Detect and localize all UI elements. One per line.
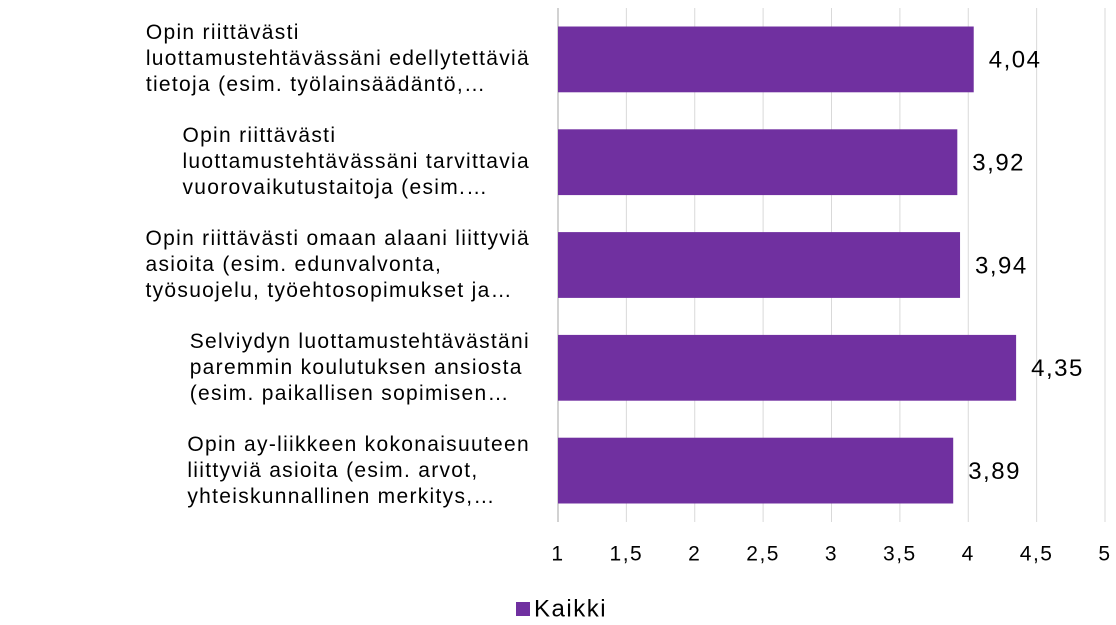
y-tick-label: Opin riittävästi omaan alaani liittyviä …: [145, 227, 530, 302]
y-tick-label: Opin ay-liikkeen kokonaisuuteen liittyvi…: [187, 432, 530, 508]
data-label: 3,89: [968, 458, 1021, 485]
y-tick-label: Selviydyn luottamustehtävästäni paremmin…: [189, 329, 530, 405]
bar: [558, 437, 954, 504]
x-tick-label: 2,5: [746, 543, 780, 566]
data-label: 3,94: [975, 252, 1028, 279]
x-tick-label: 5: [1098, 543, 1111, 566]
bar: [558, 129, 958, 196]
bar: [558, 232, 961, 298]
y-tick-label: Opin riittävästi luottamustehtävässäni t…: [182, 124, 530, 200]
x-tick-label: 4,5: [1020, 543, 1054, 566]
x-tick-label: 2: [688, 543, 701, 566]
bar: [558, 26, 974, 93]
data-label: 4,04: [989, 47, 1042, 74]
bar: [558, 334, 1017, 401]
x-tick-label: 3,5: [883, 543, 917, 566]
data-label: 3,92: [972, 150, 1025, 177]
y-tick-label: Opin riittävästi luottamustehtävässäni e…: [145, 21, 530, 97]
x-tick-label: 1: [551, 543, 564, 566]
x-tick-label: 3: [825, 543, 838, 566]
x-tick-label: 4: [962, 543, 975, 566]
legend-label: Kaikki: [534, 595, 607, 622]
legend-swatch: [516, 602, 530, 616]
x-tick-label: 1,5: [610, 543, 644, 566]
data-label: 4,35: [1031, 355, 1084, 382]
